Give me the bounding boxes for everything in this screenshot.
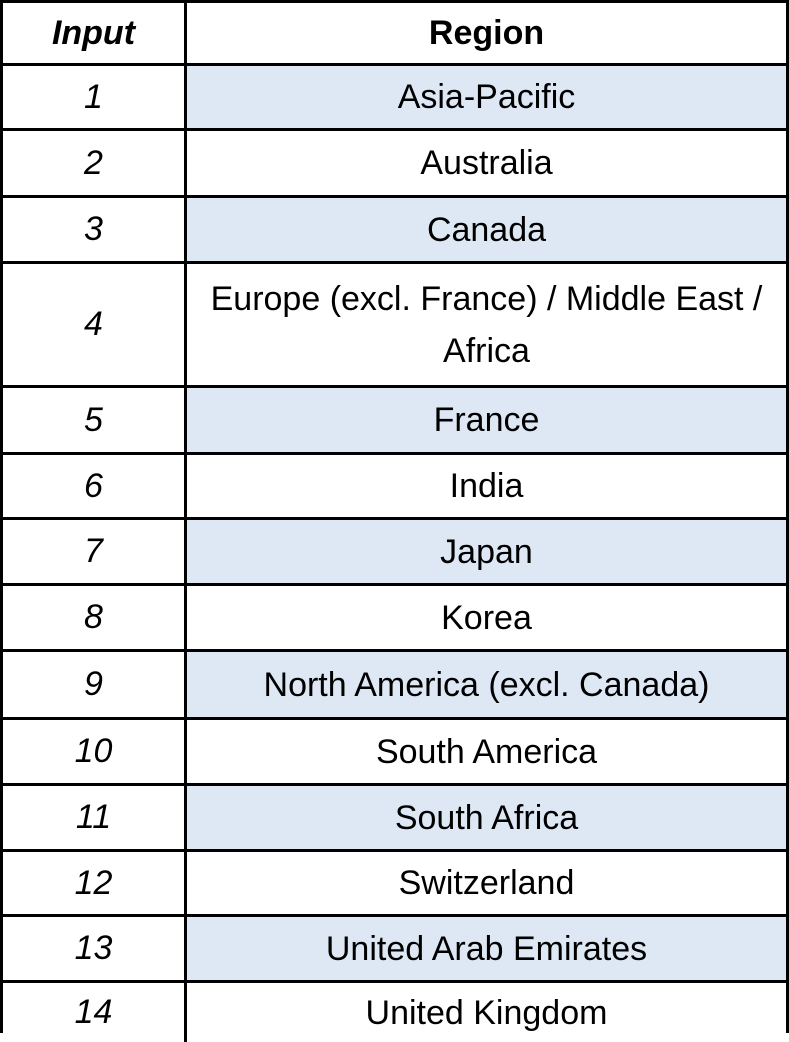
row-region: Asia-Pacific	[187, 66, 786, 128]
row-region: South Africa	[187, 786, 786, 849]
header-region: Region	[428, 14, 545, 52]
row-region: South America	[375, 732, 598, 771]
table-row: 8 Korea	[3, 586, 786, 652]
table-row: 9 North America (excl. Canada)	[3, 652, 786, 720]
row-region: France	[187, 388, 786, 452]
row-region: Europe (excl. France) / Middle East / Af…	[210, 279, 763, 370]
table-row: 1 Asia-Pacific	[3, 66, 786, 131]
row-input: 14	[3, 983, 187, 1042]
table-row: 4 Europe (excl. France) / Middle East / …	[3, 264, 786, 388]
row-input: 10	[3, 720, 187, 783]
row-input: 7	[3, 520, 187, 583]
table-row: 14 United Kingdom	[3, 983, 786, 1042]
row-input: 8	[3, 586, 187, 649]
table-row: 10 South America	[3, 720, 786, 786]
row-input: 1	[3, 66, 187, 128]
row-region: Japan	[187, 520, 786, 583]
row-input: 2	[3, 131, 187, 195]
table-header-row: Input Region	[3, 3, 786, 66]
row-input: 3	[3, 198, 187, 261]
table-row: 2 Australia	[3, 131, 786, 198]
table-row: 13 United Arab Emirates	[3, 917, 786, 983]
table-row: 7 Japan	[3, 520, 786, 586]
row-input: 9	[3, 652, 187, 717]
row-region: India	[449, 467, 524, 505]
table-row: 11 South Africa	[3, 786, 786, 852]
row-input: 12	[3, 852, 187, 914]
row-input: 6	[3, 455, 187, 517]
header-input: Input	[3, 3, 187, 63]
table-row: 12 Switzerland	[3, 852, 786, 917]
table-row: 6 India	[3, 455, 786, 520]
row-region: Switzerland	[398, 864, 575, 902]
row-region: Korea	[441, 598, 532, 637]
row-region: North America (excl. Canada)	[187, 652, 786, 717]
row-input: 5	[3, 388, 187, 452]
row-input: 13	[3, 917, 187, 980]
table-row: 5 France	[3, 388, 786, 455]
table-row: 3 Canada	[3, 198, 786, 264]
row-region: United Kingdom	[365, 993, 608, 1032]
row-region: Australia	[420, 144, 553, 182]
row-region: Canada	[187, 198, 786, 261]
row-input: 11	[3, 786, 187, 849]
row-region: United Arab Emirates	[187, 917, 786, 980]
row-input: 4	[3, 264, 187, 385]
